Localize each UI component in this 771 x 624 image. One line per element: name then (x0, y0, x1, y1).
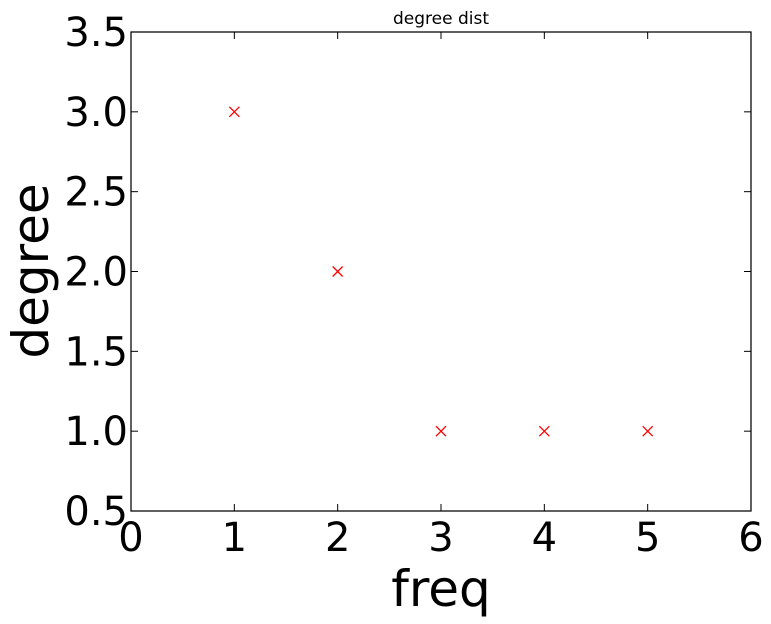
y-tick-label: 0.5 (64, 489, 128, 535)
data-point-x-marker (538, 425, 550, 437)
x-tick-label: 3 (428, 515, 453, 561)
x-tick-label: 2 (325, 515, 350, 561)
y-axis-ticks: 0.5 1.0 1.5 2.0 2.5 3.0 3.5 (64, 10, 751, 535)
y-axis-title: degree (2, 183, 60, 358)
y-tick-label: 2.0 (64, 250, 128, 296)
x-tick-label: 1 (222, 515, 247, 561)
data-point-x-marker (228, 106, 240, 118)
x-axis-title: freq (391, 560, 491, 618)
x-tick-label: 0 (118, 515, 143, 561)
y-tick-label: 2.5 (64, 170, 128, 216)
data-point-x-marker (332, 266, 344, 277)
data-points (228, 106, 654, 437)
y-tick-label: 1.5 (64, 329, 128, 375)
plot-frame (130, 31, 752, 512)
chart-title: degree dist (393, 9, 489, 29)
x-axis-ticks: 0 1 2 3 4 5 6 (118, 32, 764, 561)
x-tick-label: 6 (738, 515, 763, 561)
x-tick-label: 5 (635, 515, 660, 561)
data-point-x-marker (435, 425, 447, 437)
y-tick-label: 1.0 (64, 409, 128, 455)
y-tick-label: 3.0 (64, 90, 128, 136)
data-point-x-marker (642, 425, 654, 437)
x-tick-label: 4 (532, 515, 557, 561)
y-tick-label: 3.5 (64, 10, 128, 56)
